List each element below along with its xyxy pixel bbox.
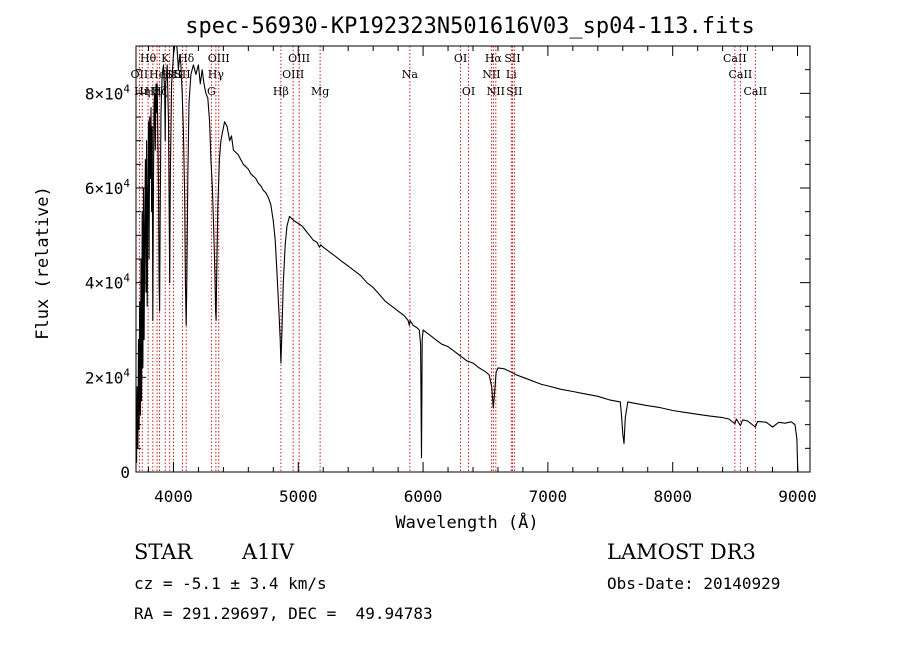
x-tick-label: 4000 (154, 487, 193, 506)
obs-date: Obs-Date: 20140929 (607, 574, 781, 593)
y-tick-label: 2×104 (85, 366, 131, 387)
marker-label: Hη (134, 85, 150, 98)
object-class: STAR (134, 540, 193, 564)
marker-label: Hθ (140, 52, 157, 65)
marker-label: OI (462, 85, 475, 98)
redshift-text: cz = -5.1 ± 3.4 km/s (134, 574, 327, 593)
marker-label: Hβ (273, 85, 289, 98)
y-tick-label: 6×104 (85, 177, 131, 198)
marker-label: SII (504, 52, 520, 65)
marker-label: Hδ (178, 52, 195, 65)
y-tick-label: 8×104 (85, 82, 131, 103)
spectral-subclass: A1IV (242, 540, 294, 564)
marker-label: NII (487, 85, 505, 98)
marker-label: SII (165, 68, 181, 81)
marker-label: Hγ (208, 68, 225, 81)
marker-label: Na (402, 68, 419, 81)
x-tick-label: 6000 (404, 487, 443, 506)
marker-label: CaII (723, 52, 747, 65)
survey-name: LAMOST DR3 (607, 540, 756, 564)
spectrum-series (136, 46, 799, 472)
marker-label: SII (506, 85, 522, 98)
marker-label: OIII (208, 52, 230, 65)
chart-title: spec-56930-KP192323N501616V03_sp04-113.f… (185, 14, 755, 39)
marker-label: OIII (282, 68, 304, 81)
x-tick-label: 5000 (279, 487, 318, 506)
x-tick-label: 7000 (529, 487, 568, 506)
x-tick-label: 9000 (778, 487, 817, 506)
y-tick-label: 0 (120, 463, 130, 482)
marker-label: CaII (743, 85, 767, 98)
plot-frame (135, 45, 811, 473)
marker-label: CaII (729, 68, 753, 81)
marker-label: OII (131, 68, 149, 81)
marker-label: K (161, 52, 170, 65)
x-axis-label: Wavelength (Å) (395, 511, 538, 533)
marker-label: Hα (485, 52, 503, 65)
marker-label: SII (174, 68, 190, 81)
marker-label: OI (454, 52, 467, 65)
marker-label: He (149, 68, 165, 81)
x-tick-label: 8000 (653, 487, 692, 506)
marker-label: Mg (311, 85, 329, 98)
coordinates: RA = 291.29697, DEC = 49.94783 (134, 604, 433, 623)
marker-label: OIII (288, 52, 310, 65)
marker-label: Li (506, 68, 517, 81)
y-tick-label: 4×104 (85, 272, 131, 293)
marker-label: NII (482, 68, 500, 81)
marker-label: G (207, 85, 216, 98)
y-axis-label: Flux (relative) (33, 186, 53, 340)
